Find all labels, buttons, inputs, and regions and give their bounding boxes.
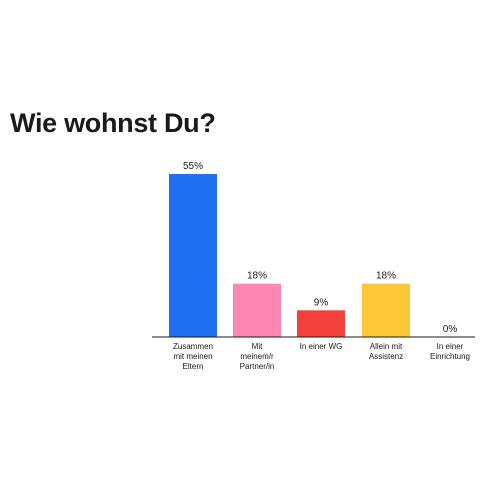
category-label-1: Zusammen mit meinen Eltern [173,342,213,371]
chart-title: Wie wohnst Du? [10,108,216,138]
value-label-5: 0% [443,324,458,335]
value-label-4: 18% [376,271,396,282]
bar-1 [169,174,217,337]
category-label-3: In einer WG [300,342,343,351]
category-label-5: In einer Einrichtung [430,342,470,361]
bar-3 [297,310,345,337]
bars-group [169,174,410,337]
category-label-4: Allein mit Assistenz [369,342,403,361]
category-labels-group: Zusammen mit meinen Eltern Mit meinem/r Partn… [173,342,470,371]
bar-2 [233,283,281,337]
category-label-2: Mit meinem/r Partner/in [240,342,275,371]
value-label-1: 55% [183,161,203,172]
value-labels-group: 55% 18% 9% 18% 0% [183,161,457,335]
value-label-2: 18% [247,271,267,282]
bar-4 [362,283,410,337]
value-label-3: 9% [314,297,329,308]
